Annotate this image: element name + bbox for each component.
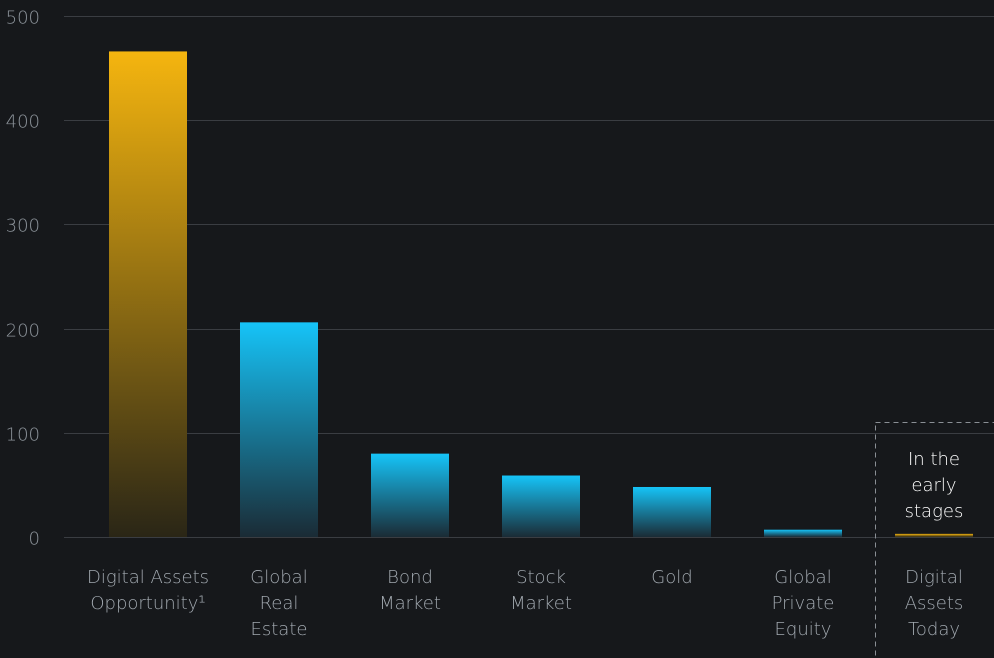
x-axis-labels: Digital Assets Opportunity¹ Global Real Esta… [87,567,963,640]
y-tick-label: 100 [6,425,40,446]
category-label-line: Global [774,567,831,588]
y-tick-label: 0 [29,529,40,550]
gridlines [64,16,994,538]
bars [109,51,973,537]
category-label-line: Opportunity¹ [90,593,205,614]
x-category-label: Stock Market [510,567,572,614]
category-label-line: Global [250,567,307,588]
category-label-line: Gold [651,567,692,588]
highlight-group: In the early stages [875,422,994,658]
category-label-line: Digital Assets [87,567,209,588]
category-label-line: Equity [775,619,832,640]
x-category-label: Digital Assets Opportunity¹ [87,567,209,614]
category-label-line: Private [772,593,835,614]
category-label-line: Bond [387,567,433,588]
annotation-line: early [911,475,956,496]
x-category-label: Bond Market [379,567,441,614]
category-label-line: Estate [251,619,308,640]
y-tick-label: 300 [6,216,40,237]
bar-0 [109,51,187,537]
category-label-line: Assets [905,593,964,614]
y-axis-ticks: 0 100 200 300 400 500 [6,8,40,550]
category-label-line: Market [379,593,441,614]
x-category-label: Digital Assets Today [905,567,964,640]
bar-1 [240,322,318,537]
category-label-line: Digital [905,567,963,588]
x-category-label: Gold [651,567,692,588]
x-category-label: Global Private Equity [772,567,835,640]
annotation-line: stages [905,501,964,522]
category-label-line: Today [908,619,960,640]
y-tick-label: 500 [6,8,40,29]
highlight-dashed-box [875,422,994,658]
bar-4 [633,486,711,537]
category-label-line: Market [510,593,572,614]
y-tick-label: 400 [6,112,40,133]
bar-5 [764,529,842,537]
bar-3 [502,475,580,537]
x-category-label: Global Real Estate [250,567,307,640]
annotation-line: In the [908,449,960,470]
bar-6 [895,533,973,537]
category-label-line: Stock [516,567,566,588]
bar-2 [371,453,449,537]
y-tick-label: 200 [6,321,40,342]
category-label-line: Real [260,593,299,614]
